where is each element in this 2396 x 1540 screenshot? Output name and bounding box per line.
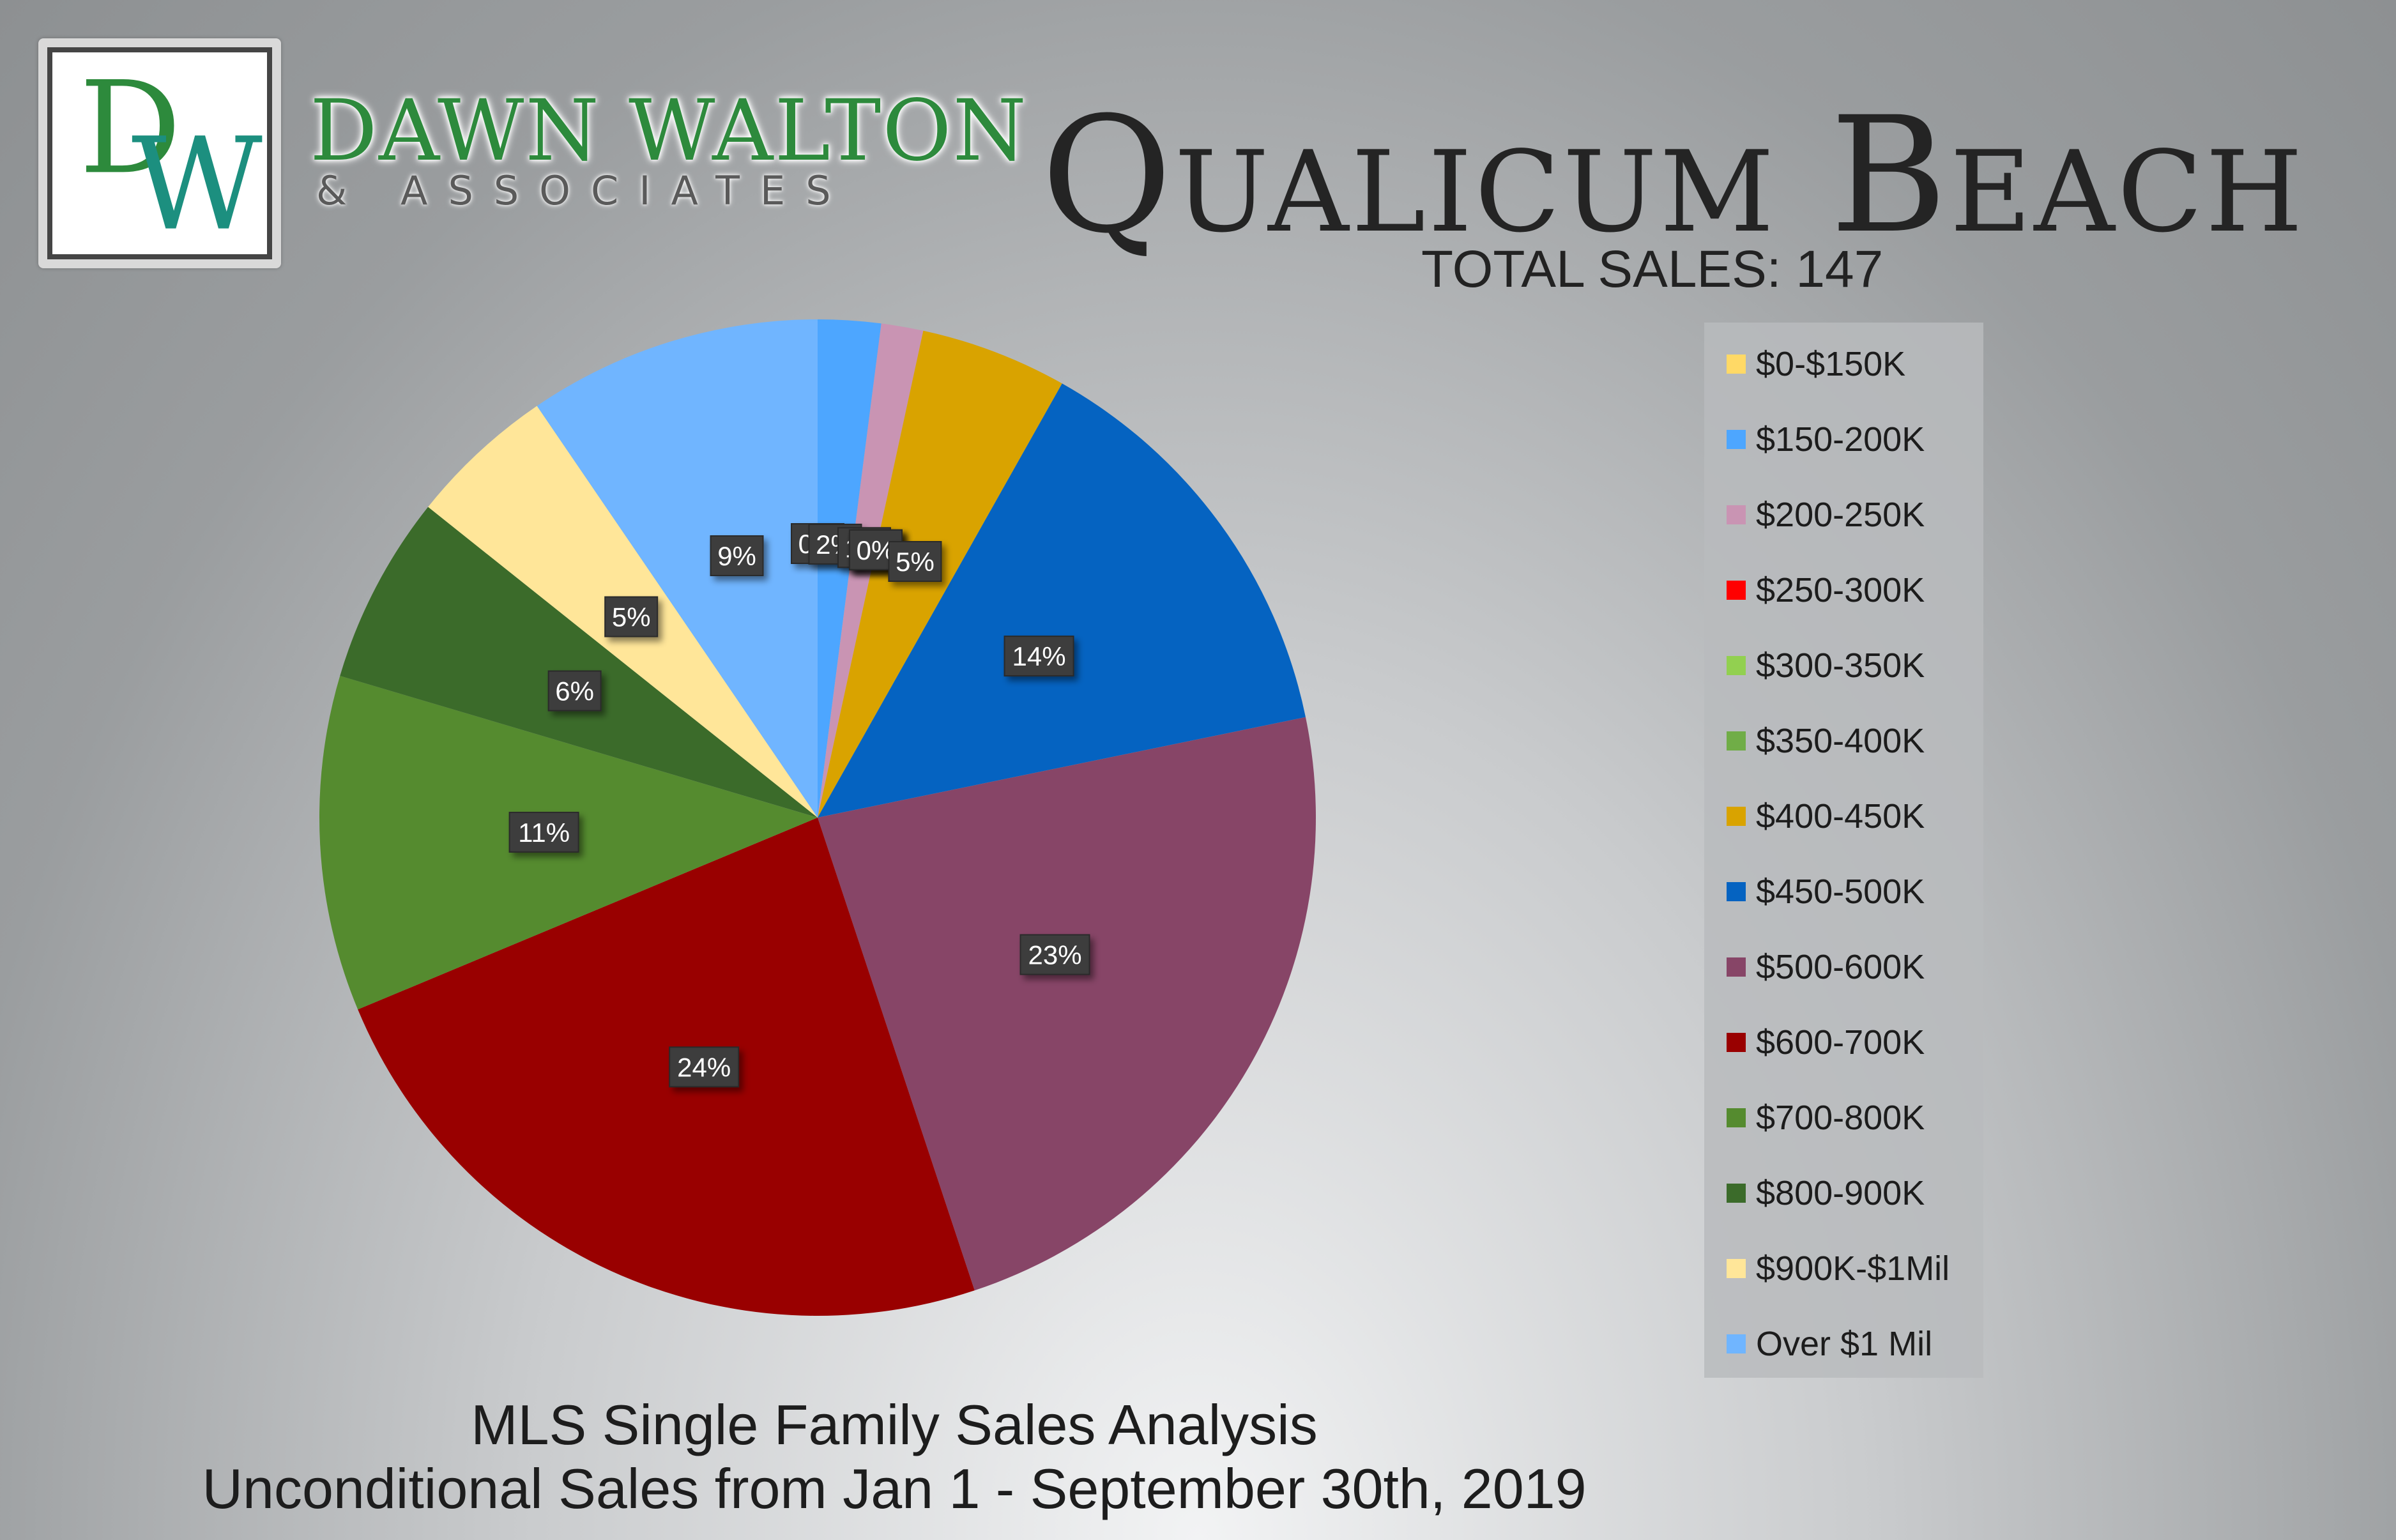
footer-line-1: MLS Single Family Sales Analysis xyxy=(471,1393,1318,1456)
data-label-box xyxy=(1019,934,1090,975)
page-title: Qualicum Beach xyxy=(1041,82,2306,268)
data-label-box xyxy=(508,811,579,853)
data-label-text: 5% xyxy=(896,547,935,577)
legend-item-over-1-mil: Over $1 Mil xyxy=(1727,1318,1932,1369)
logo-mark: D W xyxy=(79,54,263,254)
legend-item-0-150k: $0-$150K xyxy=(1727,339,1905,390)
data-label-box xyxy=(710,535,764,577)
logo-letter-d: D xyxy=(79,54,181,202)
brand-subtitle: & ASSOCIATES xyxy=(316,167,851,214)
legend-label: $400-450K xyxy=(1756,797,1925,835)
legend-item-350-400k: $350-400K xyxy=(1727,715,1925,766)
legend-swatch xyxy=(1727,505,1746,524)
data-label-box xyxy=(669,1046,740,1088)
pie-data-labels: 0%2%1%0%0%0%5%14%23%24%11%6%5%9% xyxy=(508,523,1090,1088)
data-label-800-900k: 6% xyxy=(547,670,602,712)
legend-swatch xyxy=(1727,430,1746,449)
legend-label: $450-500K xyxy=(1756,873,1925,911)
data-label-box xyxy=(888,541,942,583)
logo: D W xyxy=(38,38,281,268)
legend-label: $600-700K xyxy=(1756,1023,1925,1062)
data-label-text: 14% xyxy=(1012,641,1065,671)
legend-label: $500-600K xyxy=(1756,948,1925,986)
legend-swatch xyxy=(1727,581,1746,600)
legend-item-300-350k: $300-350K xyxy=(1727,640,1925,691)
data-label-700-800k: 11% xyxy=(508,811,579,853)
data-label-text: 11% xyxy=(518,818,570,848)
data-label-600-700k: 24% xyxy=(669,1046,740,1088)
data-label-text: 6% xyxy=(555,676,594,706)
data-label-text: 23% xyxy=(1028,940,1081,970)
data-label-400-450k: 5% xyxy=(888,541,942,583)
legend-item-800-900k: $800-900K xyxy=(1727,1168,1925,1219)
total-sales: TOTAL SALES: 147 xyxy=(1421,240,1884,298)
legend-item-900k-1mil: $900K-$1Mil xyxy=(1727,1243,1950,1294)
legend-swatch xyxy=(1727,355,1746,374)
legend-swatch xyxy=(1727,1184,1746,1203)
data-label-500-600k: 23% xyxy=(1019,934,1090,975)
legend-item-450-500k: $450-500K xyxy=(1727,866,1925,917)
data-label-text: 5% xyxy=(612,602,651,632)
legend-item-500-600k: $500-600K xyxy=(1727,942,1925,993)
legend-label: $700-800K xyxy=(1756,1099,1925,1137)
data-label-box xyxy=(1003,636,1074,677)
data-label-450-500k: 14% xyxy=(1003,636,1074,677)
legend-item-200-250k: $200-250K xyxy=(1727,489,1925,540)
legend-label: $350-400K xyxy=(1756,722,1925,760)
data-label-over-1-mil: 9% xyxy=(710,535,764,577)
legend-swatch xyxy=(1727,882,1746,901)
legend-item-600-700k: $600-700K xyxy=(1727,1017,1925,1068)
legend-label: $800-900K xyxy=(1756,1174,1925,1212)
legend-label: $900K-$1Mil xyxy=(1756,1249,1950,1288)
legend-item-250-300k: $250-300K xyxy=(1727,565,1925,616)
pie-slice-200-250k xyxy=(818,323,924,818)
legend-swatch xyxy=(1727,1334,1746,1353)
data-label-900k-1mil: 5% xyxy=(604,596,659,637)
logo-letter-w: W xyxy=(132,111,263,254)
legend-swatch xyxy=(1727,656,1746,675)
pie-slice-800-900k xyxy=(340,507,818,818)
legend-label: $0-$150K xyxy=(1756,345,1906,383)
brand-name: DAWN WALTON xyxy=(310,82,1028,180)
legend-swatch xyxy=(1727,731,1746,751)
legend-item-150-200k: $150-200K xyxy=(1727,414,1925,465)
legend-swatch xyxy=(1727,807,1746,826)
legend-swatch xyxy=(1727,957,1746,977)
legend-label: $200-250K xyxy=(1756,496,1925,534)
footer-line-2: Unconditional Sales from Jan 1 - Septemb… xyxy=(202,1457,1587,1520)
legend-item-700-800k: $700-800K xyxy=(1727,1092,1925,1143)
logo-frame: D W xyxy=(47,47,272,259)
legend-item-400-450k: $400-450K xyxy=(1727,791,1925,842)
legend-label: Over $1 Mil xyxy=(1756,1325,1933,1363)
chart-legend: $0-$150K $150-200K $200-250K $250-300K $300-… xyxy=(1704,323,1983,1378)
data-label-box xyxy=(547,670,602,712)
legend-label: $150-200K xyxy=(1756,420,1925,459)
legend-swatch xyxy=(1727,1108,1746,1127)
data-label-box xyxy=(604,596,659,637)
pie-slice-over-1-mil xyxy=(537,319,818,818)
pie-slices xyxy=(319,319,1316,1316)
pie-slice-500-600k xyxy=(818,717,1316,1291)
legend-swatch xyxy=(1727,1259,1746,1278)
pie-slice-450-500k xyxy=(818,383,1306,818)
legend-swatch xyxy=(1727,1033,1746,1052)
data-label-text: 9% xyxy=(717,541,756,571)
legend-label: $300-350K xyxy=(1756,646,1925,685)
data-label-text: 24% xyxy=(677,1052,731,1082)
pie-slice-600-700k xyxy=(358,818,975,1316)
legend-label: $250-300K xyxy=(1756,571,1925,609)
